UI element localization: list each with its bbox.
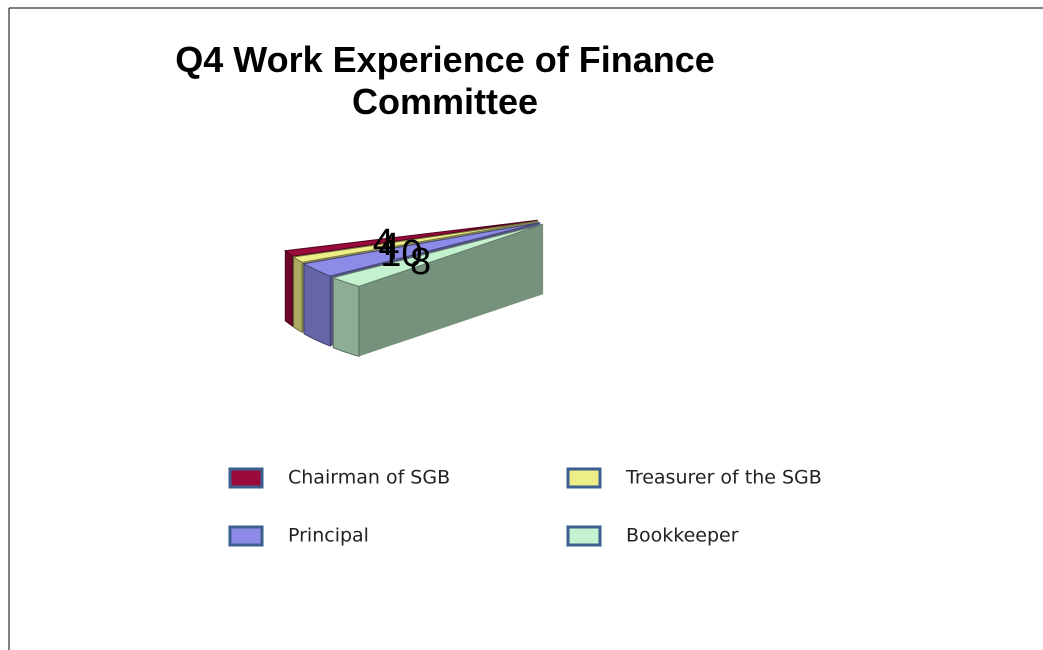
pie-slice	[331, 223, 544, 358]
legend-swatch	[566, 467, 602, 489]
slice-top	[331, 223, 544, 287]
value-label: 4	[373, 222, 394, 264]
slice-top	[292, 220, 539, 263]
legend-label: Principal	[288, 525, 369, 547]
slice-top	[302, 222, 541, 277]
legend-label: Chairman of SGB	[288, 467, 450, 489]
slice-wall	[332, 276, 360, 358]
slice-top	[284, 219, 538, 257]
legend-swatch	[228, 525, 264, 547]
legend-swatch	[566, 525, 602, 547]
chart-title: Q4 Work Experience of Finance Committee	[175, 39, 715, 122]
value-label: 10	[380, 233, 422, 275]
legend-label: Treasurer of the SGB	[625, 467, 822, 489]
slice-wall	[284, 249, 294, 328]
slice-wall	[303, 262, 331, 347]
slice-wall	[293, 256, 303, 334]
slice-side	[333, 224, 544, 348]
value-label: 4	[379, 226, 400, 268]
legend-label: Bookkeeper	[626, 525, 739, 547]
legend-swatch	[228, 467, 264, 489]
value-label: 8	[410, 241, 431, 283]
